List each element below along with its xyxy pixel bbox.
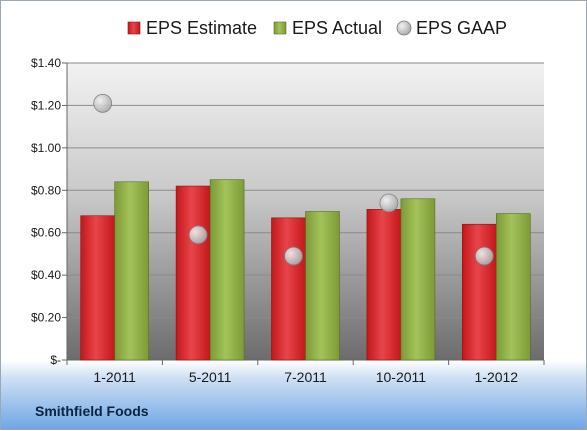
- x-tick-label: 5-2011: [189, 369, 232, 385]
- legend-label: EPS Actual: [292, 18, 382, 38]
- x-tick-label: 1-2011: [93, 369, 136, 385]
- x-tick-label: 1-2012: [475, 369, 519, 385]
- bar-eps-actual: [400, 198, 436, 361]
- legend-swatch: [273, 21, 287, 35]
- x-tick-label: 7-2011: [284, 369, 327, 385]
- bar-eps-estimate: [175, 185, 211, 361]
- bar-eps-actual: [114, 181, 149, 361]
- y-tick-label: $0.80: [31, 183, 61, 197]
- marker-eps-gaap: [379, 193, 399, 213]
- bar-eps-estimate: [366, 209, 402, 361]
- company-label: Smithfield Foods: [35, 403, 149, 419]
- marker-eps-gaap: [474, 246, 494, 266]
- legend-label: EPS GAAP: [416, 18, 507, 38]
- y-tick-label: $-: [50, 353, 61, 367]
- bar-eps-estimate: [461, 223, 497, 361]
- y-tick-label: $1.40: [31, 56, 61, 70]
- marker-eps-gaap: [284, 246, 303, 266]
- bar-eps-actual: [209, 179, 245, 361]
- x-tick-label: 10-2011: [376, 369, 427, 385]
- y-tick-label: $0.60: [31, 226, 61, 240]
- y-tick-label: $1.20: [31, 98, 61, 112]
- y-tick-label: $0.40: [31, 268, 61, 282]
- legend-swatch: [396, 20, 412, 36]
- legend-label: EPS Estimate: [146, 18, 257, 38]
- marker-eps-gaap: [93, 93, 113, 113]
- y-tick-label: $0.20: [31, 311, 61, 325]
- bar-eps-estimate: [80, 215, 115, 361]
- bar-eps-actual: [495, 213, 531, 361]
- bar-eps-actual: [305, 211, 340, 361]
- bar-eps-estimate: [271, 217, 306, 361]
- legend-swatch: [127, 21, 141, 35]
- y-tick-label: $1.00: [31, 141, 61, 155]
- marker-eps-gaap: [188, 225, 208, 245]
